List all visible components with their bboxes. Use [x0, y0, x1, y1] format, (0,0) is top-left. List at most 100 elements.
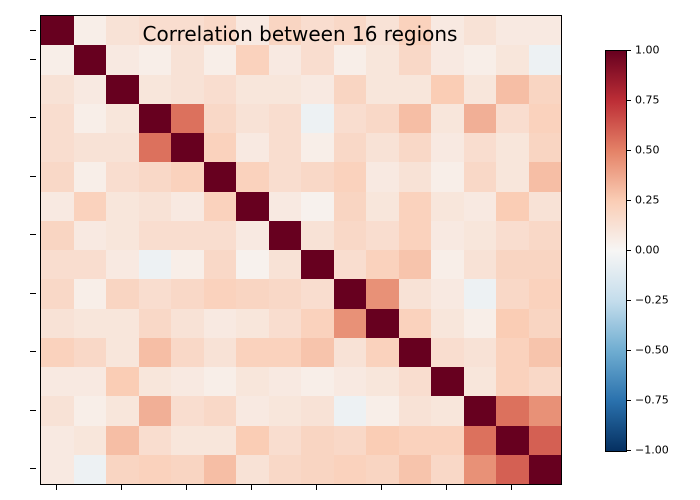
heatmap-cell	[366, 338, 399, 367]
x-tick	[316, 484, 317, 490]
heatmap-cell	[41, 16, 74, 45]
heatmap-cell	[139, 104, 172, 133]
heatmap-cell	[496, 162, 529, 191]
heatmap-cell	[269, 133, 302, 162]
heatmap-cell	[106, 338, 139, 367]
heatmap-cell	[269, 104, 302, 133]
heatmap-cell	[74, 367, 107, 396]
heatmap-cell	[399, 455, 432, 484]
heatmap-cell	[431, 75, 464, 104]
heatmap-cell	[41, 45, 74, 74]
heatmap-cell	[236, 45, 269, 74]
heatmap-cell	[334, 16, 367, 45]
colorbar-tick	[626, 50, 631, 51]
heatmap-cell	[106, 309, 139, 338]
heatmap-cell	[74, 104, 107, 133]
colorbar-tick	[626, 250, 631, 251]
heatmap-cell	[236, 338, 269, 367]
heatmap-cell	[74, 338, 107, 367]
heatmap-cell	[464, 338, 497, 367]
heatmap-cell	[139, 279, 172, 308]
heatmap-cell	[269, 250, 302, 279]
y-tick	[30, 176, 36, 177]
heatmap-cell	[496, 133, 529, 162]
heatmap-cell	[431, 104, 464, 133]
heatmap-cell	[301, 367, 334, 396]
heatmap-cell	[399, 367, 432, 396]
heatmap-cell	[171, 455, 204, 484]
heatmap-cell	[529, 162, 562, 191]
heatmap-cell	[41, 367, 74, 396]
heatmap-cell	[106, 133, 139, 162]
colorbar-tick	[626, 300, 631, 301]
heatmap-cell	[334, 133, 367, 162]
heatmap-cell	[431, 396, 464, 425]
y-tick	[30, 293, 36, 294]
heatmap-cell	[139, 367, 172, 396]
heatmap-cell	[171, 396, 204, 425]
heatmap-cell	[366, 250, 399, 279]
heatmap-cell	[41, 396, 74, 425]
heatmap-cell	[269, 45, 302, 74]
x-tick	[446, 484, 447, 490]
heatmap-cell	[74, 250, 107, 279]
heatmap-cell	[204, 279, 237, 308]
heatmap-cell	[496, 309, 529, 338]
heatmap-cell	[106, 75, 139, 104]
heatmap-cell	[496, 45, 529, 74]
heatmap-cell	[139, 221, 172, 250]
heatmap-cell	[464, 75, 497, 104]
heatmap-cell	[301, 75, 334, 104]
heatmap-grid	[40, 15, 562, 485]
heatmap-cell	[496, 279, 529, 308]
heatmap-cell	[171, 162, 204, 191]
heatmap-cell	[236, 426, 269, 455]
heatmap-cell	[399, 16, 432, 45]
heatmap-cell	[269, 16, 302, 45]
heatmap-cell	[464, 16, 497, 45]
colorbar-gradient	[605, 50, 627, 452]
heatmap-cell	[236, 75, 269, 104]
heatmap-cell	[171, 309, 204, 338]
heatmap-cell	[204, 192, 237, 221]
colorbar-tick	[626, 450, 631, 451]
heatmap-cell	[399, 162, 432, 191]
heatmap-cell	[74, 162, 107, 191]
colorbar-label: −0.50	[635, 344, 669, 357]
heatmap-cell	[334, 338, 367, 367]
heatmap-cell	[301, 133, 334, 162]
heatmap-cell	[171, 426, 204, 455]
heatmap-cell	[171, 250, 204, 279]
heatmap-cell	[431, 45, 464, 74]
heatmap-cell	[334, 192, 367, 221]
heatmap-cell	[204, 250, 237, 279]
heatmap-cell	[496, 338, 529, 367]
heatmap-cell	[204, 309, 237, 338]
heatmap-cell	[366, 455, 399, 484]
heatmap-cell	[464, 367, 497, 396]
heatmap-cell	[139, 338, 172, 367]
heatmap-cell	[464, 221, 497, 250]
heatmap-cell	[399, 133, 432, 162]
heatmap-cell	[529, 455, 562, 484]
heatmap-cell	[269, 162, 302, 191]
colorbar-tick	[626, 400, 631, 401]
heatmap-cell	[301, 45, 334, 74]
heatmap-cell	[204, 45, 237, 74]
heatmap-cell	[529, 45, 562, 74]
heatmap-cell	[366, 162, 399, 191]
heatmap-cell	[431, 279, 464, 308]
heatmap-cell	[41, 133, 74, 162]
heatmap-cell	[236, 455, 269, 484]
heatmap-cell	[74, 45, 107, 74]
heatmap-cell	[399, 75, 432, 104]
heatmap-cell	[431, 162, 464, 191]
heatmap-cell	[334, 279, 367, 308]
heatmap-cell	[41, 75, 74, 104]
heatmap-cell	[464, 162, 497, 191]
heatmap-cell	[301, 16, 334, 45]
heatmap-cell	[269, 455, 302, 484]
heatmap-cell	[236, 162, 269, 191]
heatmap-cell	[74, 16, 107, 45]
heatmap-cell	[496, 16, 529, 45]
